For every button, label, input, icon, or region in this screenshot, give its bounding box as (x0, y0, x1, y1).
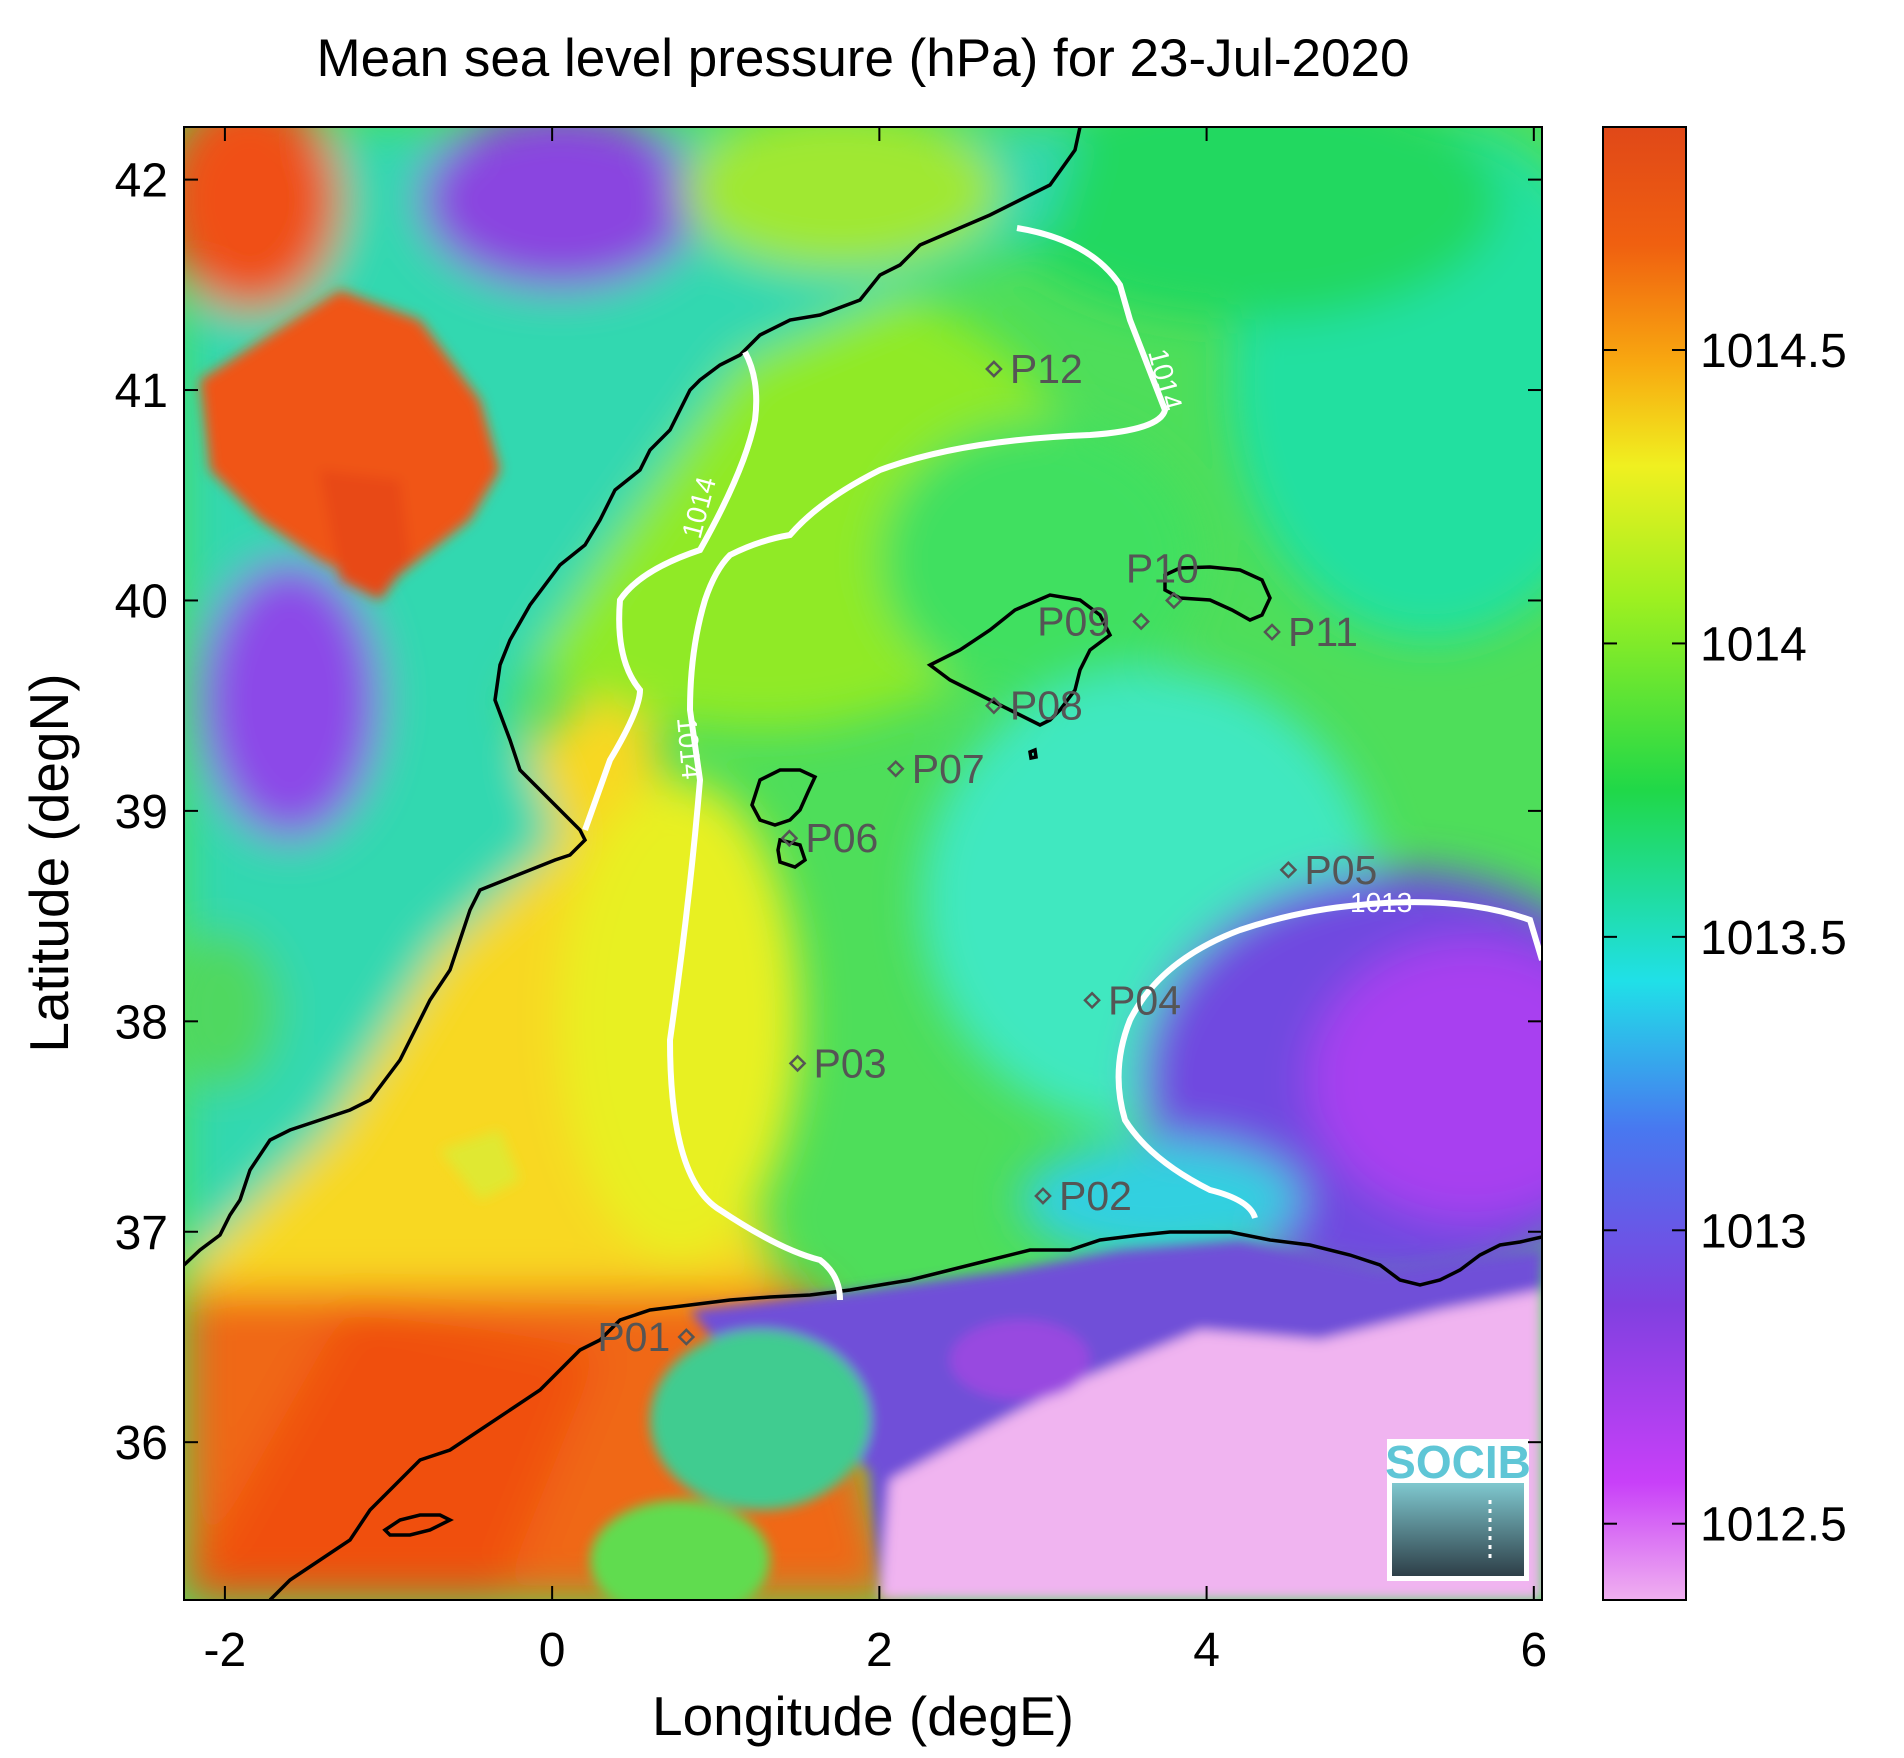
pressure-field (184, 127, 1542, 1600)
station-label: P04 (1108, 977, 1181, 1023)
colorbar-tick-label: 1014 (1700, 618, 1807, 671)
station-marker (1165, 591, 1183, 610)
station-label: P03 (814, 1040, 887, 1086)
station-label: P06 (805, 815, 878, 861)
y-tick-label: 36 (115, 1417, 168, 1470)
y-tick-label: 38 (115, 996, 168, 1049)
y-tick-label: 41 (115, 365, 168, 418)
x-tick-label: 6 (1520, 1624, 1547, 1677)
y-axis-ticks: 36 37 38 39 40 41 42 (115, 155, 1542, 1470)
station-markers: P01 P02 P03 P04 P05 P06 P07 P08 P09 P10 P11 P12 (597, 346, 1377, 1360)
station-label: P07 (912, 746, 985, 792)
colorbar: 1012.5 1013 1013.5 1014 1014.5 (1602, 126, 1847, 1601)
station-label: P02 (1059, 1173, 1132, 1219)
contour-label-1013: 1013 (1350, 887, 1412, 918)
station-marker (788, 1054, 807, 1073)
station-label: P10 (1126, 545, 1199, 591)
station-label: P01 (597, 1314, 670, 1360)
station-marker (677, 1328, 696, 1346)
station-label: P08 (1010, 683, 1083, 729)
x-axis-ticks: -2 0 2 4 6 (204, 127, 1547, 1677)
station-marker (1083, 991, 1101, 1010)
station-marker (886, 759, 905, 778)
x-axis-label: Longitude (degE) (652, 1685, 1074, 1747)
y-tick-label: 39 (115, 786, 168, 839)
coastlines (184, 127, 1542, 1600)
station-label: P05 (1304, 847, 1377, 893)
isobar-contours (582, 225, 1542, 1301)
station-label: P12 (1010, 346, 1083, 392)
socib-logo-text: SOCIB (1385, 1436, 1531, 1488)
colorbar-gradient (1602, 126, 1687, 1601)
y-tick-label: 42 (115, 155, 168, 208)
x-tick-label: 2 (866, 1624, 893, 1677)
contour-labels: 1014 1014 1014 1013 (671, 346, 1412, 918)
x-tick-label: 4 (1193, 1624, 1220, 1677)
colorbar-tick-label: 1014.5 (1700, 325, 1847, 378)
x-tick-label: -2 (204, 1624, 247, 1677)
y-axis-label: Latitude (degN) (18, 673, 80, 1052)
colorbar-ticks: 1012.5 1013 1013.5 1014 1014.5 (1603, 325, 1847, 1552)
chart-title: Mean sea level pressure (hPa) for 23-Jul… (317, 29, 1410, 88)
station-marker (1034, 1187, 1052, 1205)
colorbar-tick-label: 1013.5 (1700, 912, 1847, 965)
station-marker (1279, 860, 1298, 879)
station-label: P09 (1037, 599, 1110, 645)
contour-label-1014-south: 1014 (671, 716, 707, 781)
y-tick-label: 40 (115, 575, 168, 628)
colorbar-tick-label: 1012.5 (1700, 1499, 1847, 1552)
station-marker (1263, 623, 1281, 641)
map-frame (183, 126, 1543, 1601)
station-label: P11 (1288, 609, 1358, 655)
station-marker (1132, 612, 1150, 631)
x-tick-label: 0 (539, 1624, 566, 1677)
station-marker (985, 696, 1003, 715)
colorbar-tick-label: 1013 (1700, 1205, 1807, 1258)
socib-logo: SOCIB (1385, 1436, 1531, 1581)
station-marker (985, 360, 1003, 378)
y-tick-label: 37 (115, 1207, 168, 1260)
station-marker (780, 829, 799, 848)
